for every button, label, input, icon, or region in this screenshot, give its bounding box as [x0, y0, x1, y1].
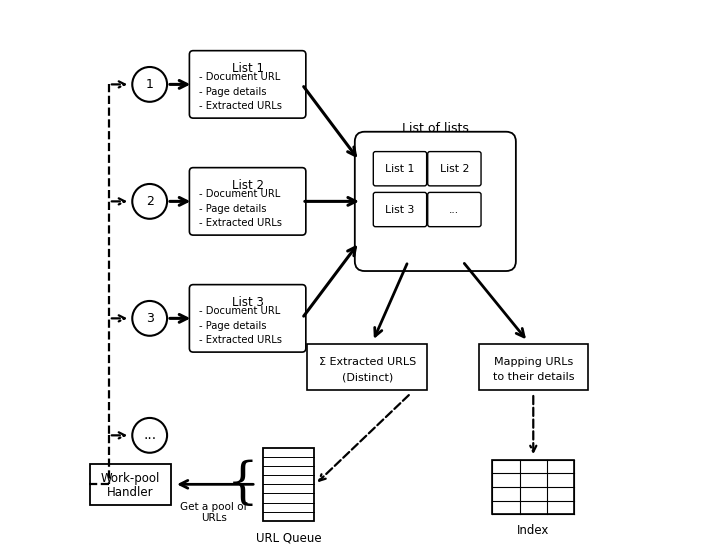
- Text: ...: ...: [449, 204, 459, 214]
- Text: List of lists: List of lists: [402, 122, 469, 135]
- Text: Handler: Handler: [107, 486, 154, 499]
- Bar: [90, 464, 171, 505]
- Circle shape: [132, 301, 167, 336]
- Text: to their details: to their details: [493, 372, 574, 382]
- FancyBboxPatch shape: [355, 132, 516, 271]
- Text: - Extracted URLs: - Extracted URLs: [199, 335, 282, 345]
- Text: - Document URL: - Document URL: [199, 306, 280, 316]
- FancyBboxPatch shape: [190, 168, 306, 235]
- Text: 3: 3: [146, 312, 154, 325]
- Text: 1: 1: [146, 78, 154, 91]
- Circle shape: [132, 418, 167, 453]
- Bar: [307, 344, 428, 391]
- Text: (Distinct): (Distinct): [342, 372, 393, 382]
- Text: - Page details: - Page details: [199, 87, 266, 96]
- Text: - Document URL: - Document URL: [199, 189, 280, 199]
- Text: - Extracted URLs: - Extracted URLs: [199, 218, 282, 228]
- Text: 2: 2: [146, 195, 154, 208]
- FancyBboxPatch shape: [428, 152, 481, 186]
- Text: - Document URL: - Document URL: [199, 72, 280, 82]
- Text: ...: ...: [143, 428, 157, 442]
- Text: {: {: [227, 460, 258, 509]
- Bar: [479, 344, 588, 391]
- FancyBboxPatch shape: [190, 285, 306, 352]
- Bar: [263, 447, 314, 521]
- FancyBboxPatch shape: [373, 192, 427, 226]
- Text: List 3: List 3: [385, 204, 415, 214]
- Bar: [493, 460, 574, 514]
- Text: List 2: List 2: [439, 164, 469, 174]
- Text: List 2: List 2: [232, 179, 264, 192]
- Circle shape: [132, 67, 167, 102]
- FancyBboxPatch shape: [373, 152, 427, 186]
- Text: List 3: List 3: [232, 295, 263, 309]
- FancyBboxPatch shape: [428, 192, 481, 226]
- Text: - Extracted URLs: - Extracted URLs: [199, 101, 282, 111]
- Text: - Page details: - Page details: [199, 203, 266, 214]
- Text: Index: Index: [517, 524, 550, 537]
- Text: List 1: List 1: [385, 164, 415, 174]
- Text: Work-pool: Work-pool: [101, 472, 160, 485]
- FancyBboxPatch shape: [190, 51, 306, 118]
- Text: List 1: List 1: [232, 62, 264, 74]
- Text: URL Queue: URL Queue: [256, 532, 322, 545]
- Text: Get a pool of
URLs: Get a pool of URLs: [180, 502, 247, 523]
- Text: Σ Extracted URLS: Σ Extracted URLS: [319, 357, 416, 367]
- Text: Mapping URLs: Mapping URLs: [494, 357, 573, 367]
- Text: - Page details: - Page details: [199, 321, 266, 331]
- Circle shape: [132, 184, 167, 219]
